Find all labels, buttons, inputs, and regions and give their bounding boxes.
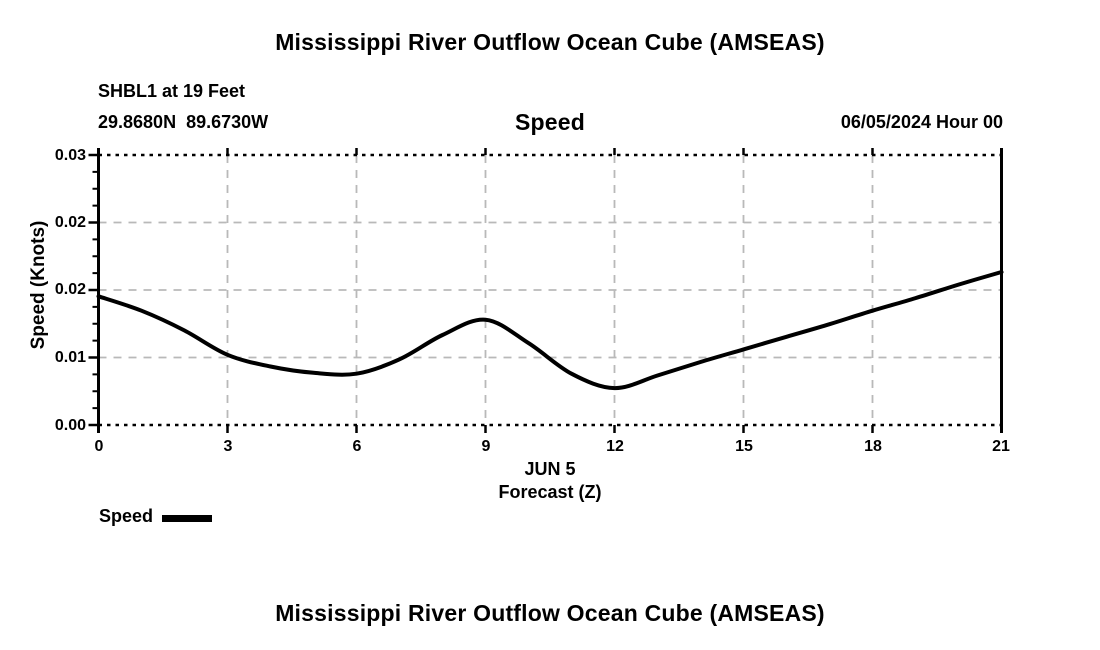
y-tick-label-1: 0.01 [54,349,86,366]
x-tick-label-0: 0 [94,438,104,455]
x-axis-title: Forecast (Z) [498,482,602,502]
y-tick-label-3: 0.02 [54,214,86,231]
run-date-label: 06/05/2024 Hour 00 [840,112,1003,132]
legend-label: Speed [99,506,154,526]
y-tick-label-0: 0.00 [54,417,86,434]
station-label: SHBL1 at 19 Feet [98,81,246,101]
y-tick-label-2: 0.02 [54,281,86,298]
x-tick-label-3: 3 [223,438,233,455]
legend-line-swatch [162,515,212,522]
page-title-bottom: Mississippi River Outflow Ocean Cube (AM… [275,600,825,626]
gridlines [98,155,1002,425]
y-tick-label-4: 0.03 [54,147,86,164]
x-tick-label-18: 18 [864,438,882,455]
speed-curve [96,270,1004,391]
coordinates-label: 29.8680N 89.6730W [98,112,269,132]
x-tick-label-9: 9 [481,438,491,455]
x-tick-label-15: 15 [735,438,753,455]
page-title-top: Mississippi River Outflow Ocean Cube (AM… [275,29,825,55]
x-tick-label-12: 12 [606,438,624,455]
panel-title: Speed [514,109,586,135]
ticks [88,148,874,433]
x-axis-date-label: JUN 5 [524,459,576,479]
x-tick-label-21: 21 [992,438,1010,455]
x-tick-label-6: 6 [352,438,362,455]
